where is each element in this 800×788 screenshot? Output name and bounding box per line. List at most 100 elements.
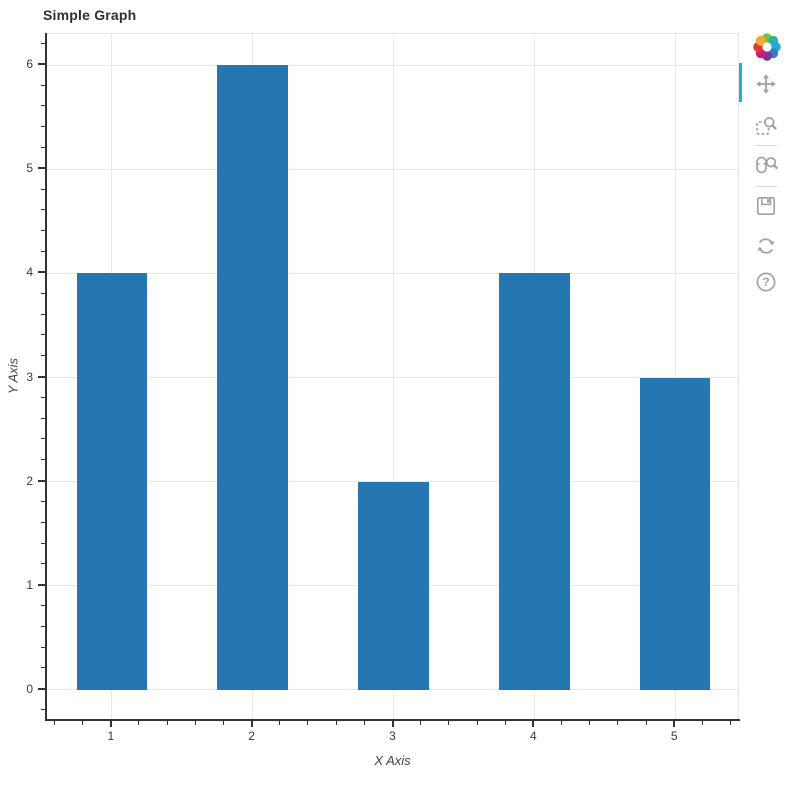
x-minor-tick [476,721,478,725]
y-minor-tick [41,500,45,502]
y-minor-tick [41,188,45,190]
help-icon: ? [756,272,776,292]
y-tick [38,375,45,378]
x-minor-tick [222,721,224,725]
y-tick-label: 3 [26,369,33,384]
y-minor-tick [41,396,45,398]
svg-text:?: ? [762,275,769,289]
x-tick [391,721,394,727]
x-minor-tick [504,721,506,725]
y-minor-tick [41,625,45,627]
x-tick [109,721,112,727]
x-minor-tick [363,721,365,725]
x-minor-tick [335,721,337,725]
wheel-zoom-tool-button[interactable] [751,150,781,180]
pan-tool-button[interactable] [751,69,781,99]
bar [499,273,570,690]
y-gridline [47,272,738,274]
reset-tool-button[interactable] [751,231,781,261]
x-tick [250,721,253,727]
y-minor-tick [41,84,45,86]
x-tick-label: 3 [389,729,396,743]
y-tick-label: 6 [26,57,33,72]
y-gridline [47,689,738,691]
y-gridline [47,377,738,378]
y-tick-label: 4 [26,265,33,280]
x-tick-label: 5 [670,729,678,743]
x-minor-tick [279,721,281,725]
y-minor-tick [41,667,45,669]
toolbar-divider [755,145,777,146]
y-minor-tick [41,459,45,461]
x-tick-label: 2 [248,729,255,743]
y-gridline [47,168,738,170]
box-zoom-icon [756,117,777,135]
x-tick-label: 1 [107,729,115,743]
y-minor-tick [41,417,45,419]
y-minor-tick [41,563,45,565]
bar [639,377,711,690]
y-minor-tick [41,605,45,606]
x-minor-tick [138,721,140,725]
y-tick-label: 1 [26,577,33,592]
x-minor-tick [645,721,647,725]
bar [217,65,288,690]
y-axis-line [45,33,47,721]
plot-title: Simple Graph [43,7,137,23]
y-minor-tick [41,334,45,336]
y-gridline [47,64,738,66]
y-minor-tick [41,646,45,648]
x-tick [532,721,535,727]
y-minor-tick [41,313,45,315]
y-minor-tick [41,709,45,711]
y-minor-tick [41,42,45,44]
y-minor-tick [41,438,45,440]
x-axis-title: X Axis [374,753,411,768]
x-minor-tick [53,721,55,725]
y-tick-label: 2 [26,473,33,488]
x-minor-tick [194,721,196,725]
x-minor-tick [448,721,450,725]
y-tick [38,63,45,66]
x-tick-label: 4 [530,729,537,743]
x-minor-tick [617,721,619,725]
bar [76,273,147,690]
wheel-zoom-icon [756,156,778,174]
y-minor-tick [41,542,45,544]
plot-canvas[interactable] [46,33,739,720]
bokeh-logo[interactable] [751,31,783,63]
bokeh-logo-icon [753,33,781,61]
y-tick-label: 0 [26,681,33,696]
pan-icon [756,74,776,94]
y-tick [38,687,45,690]
x-gridline [674,34,676,719]
x-minor-tick [307,721,309,725]
y-minor-tick [41,230,45,232]
box-zoom-tool-button[interactable] [751,111,781,141]
x-minor-tick [589,721,591,725]
y-minor-tick [41,521,45,523]
x-tick [673,721,676,727]
help-tool-button[interactable]: ? [751,267,781,297]
active-tool-indicator [739,63,742,102]
save-tool-button[interactable] [751,191,781,221]
y-tick [38,167,45,170]
x-gridline [393,34,394,719]
y-axis-title: Y Axis [5,357,21,395]
y-minor-tick [41,355,45,357]
y-minor-tick [41,209,45,211]
x-minor-tick [166,721,168,725]
toolbar-divider [755,186,777,187]
reset-icon [757,238,775,254]
y-tick-label: 5 [26,161,33,176]
y-tick [38,479,45,482]
y-minor-tick [41,292,45,294]
x-minor-tick [701,721,703,725]
x-minor-tick [561,721,563,725]
y-minor-tick [41,105,45,107]
x-minor-tick [730,721,732,725]
y-minor-tick [41,251,45,253]
x-axis-line [45,719,740,721]
bar [358,481,429,690]
